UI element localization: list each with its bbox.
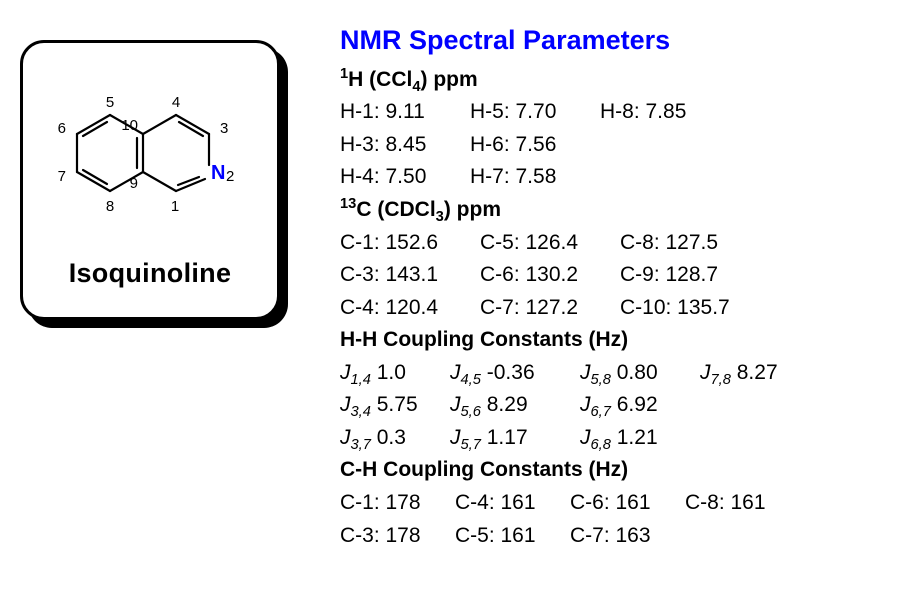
svg-text:7: 7 [58,168,66,185]
svg-text:8: 8 [106,198,114,215]
c-nmr-value: C-10: 135.7 [620,292,750,325]
c-nmr-row: C-3: 143.1C-6: 130.2C-9: 128.7 [340,259,810,292]
ch-coupling-row: C-3: 178C-5: 161C-7: 163 [340,520,810,553]
svg-text:6: 6 [58,120,66,137]
compound-name: Isoquinoline [23,258,277,289]
panel-title: NMR Spectral Parameters [340,20,810,62]
c-nmr-value: C-7: 127.2 [480,292,620,325]
coupling-value: J5,6 8.29 [450,389,580,422]
coupling-value: J1,4 1.0 [340,357,450,390]
svg-text:1: 1 [171,198,179,215]
structure-diagram: N 1 2 3 4 5 6 7 8 9 10 [30,53,270,258]
c-nmr-value: C-4: 120.4 [340,292,480,325]
ch-coupling-value: C-5: 161 [455,520,570,553]
coupling-value: J5,8 0.80 [580,357,700,390]
h-nmr-value: H-3: 8.45 [340,129,470,162]
hh-coupling-header: H-H Coupling Constants (Hz) [340,324,810,357]
h-nmr-value: H-8: 7.85 [600,96,720,129]
coupling-value: J6,8 1.21 [580,422,700,455]
h-nmr-value: H-6: 7.56 [470,129,600,162]
coupling-row: J1,4 1.0J4,5 -0.36J5,8 0.80J7,8 8.27 [340,357,810,390]
coupling-row: J3,7 0.3J5,7 1.17J6,8 1.21 [340,422,810,455]
coupling-row: J3,4 5.75J5,6 8.29J6,7 6.92 [340,389,810,422]
compound-card: N 1 2 3 4 5 6 7 8 9 10 Isoquinoline [20,40,280,320]
ch-coupling-value: C-3: 178 [340,520,455,553]
h-nmr-row: H-3: 8.45H-6: 7.56 [340,129,810,162]
h-nmr-value: H-1: 9.11 [340,96,470,129]
h-nmr-value: H-4: 7.50 [340,161,470,194]
h-nmr-row: H-1: 9.11H-5: 7.70H-8: 7.85 [340,96,810,129]
c-nmr-value: C-6: 130.2 [480,259,620,292]
c-nmr-header: 13C (CDCl3) ppm [340,194,810,227]
h-nmr-row: H-4: 7.50H-7: 7.58 [340,161,810,194]
c-nmr-value: C-8: 127.5 [620,227,750,260]
c-nmr-row: C-1: 152.6C-5: 126.4C-8: 127.5 [340,227,810,260]
svg-text:4: 4 [172,94,180,111]
c-nmr-value: C-5: 126.4 [480,227,620,260]
ch-coupling-header: C-H Coupling Constants (Hz) [340,454,810,487]
coupling-value: J4,5 -0.36 [450,357,580,390]
c-nmr-value: C-9: 128.7 [620,259,750,292]
svg-text:9: 9 [130,175,138,192]
h-nmr-value: H-7: 7.58 [470,161,600,194]
coupling-value: J5,7 1.17 [450,422,580,455]
ch-coupling-row: C-1: 178C-4: 161C-6: 161C-8: 161 [340,487,810,520]
coupling-value: J3,7 0.3 [340,422,450,455]
ch-coupling-value: C-4: 161 [455,487,570,520]
ch-coupling-value: C-8: 161 [685,487,795,520]
c-nmr-value: C-3: 143.1 [340,259,480,292]
h-nmr-value: H-5: 7.70 [470,96,600,129]
ch-coupling-value: C-6: 161 [570,487,685,520]
coupling-value: J6,7 6.92 [580,389,700,422]
coupling-value: J7,8 8.27 [700,357,810,390]
coupling-value: J3,4 5.75 [340,389,450,422]
card-body: N 1 2 3 4 5 6 7 8 9 10 Isoquinoline [20,40,280,320]
ch-coupling-value: C-1: 178 [340,487,455,520]
nitrogen-atom: N [211,162,225,184]
h-nmr-header: 1H (CCl4) ppm [340,64,810,97]
svg-text:2: 2 [226,168,234,185]
svg-text:5: 5 [106,94,114,111]
svg-text:10: 10 [121,117,138,134]
ch-coupling-value: C-7: 163 [570,520,685,553]
c-nmr-value: C-1: 152.6 [340,227,480,260]
c-nmr-row: C-4: 120.4C-7: 127.2C-10: 135.7 [340,292,810,325]
nmr-data-panel: NMR Spectral Parameters 1H (CCl4) ppm H-… [340,20,810,552]
svg-text:3: 3 [220,120,228,137]
